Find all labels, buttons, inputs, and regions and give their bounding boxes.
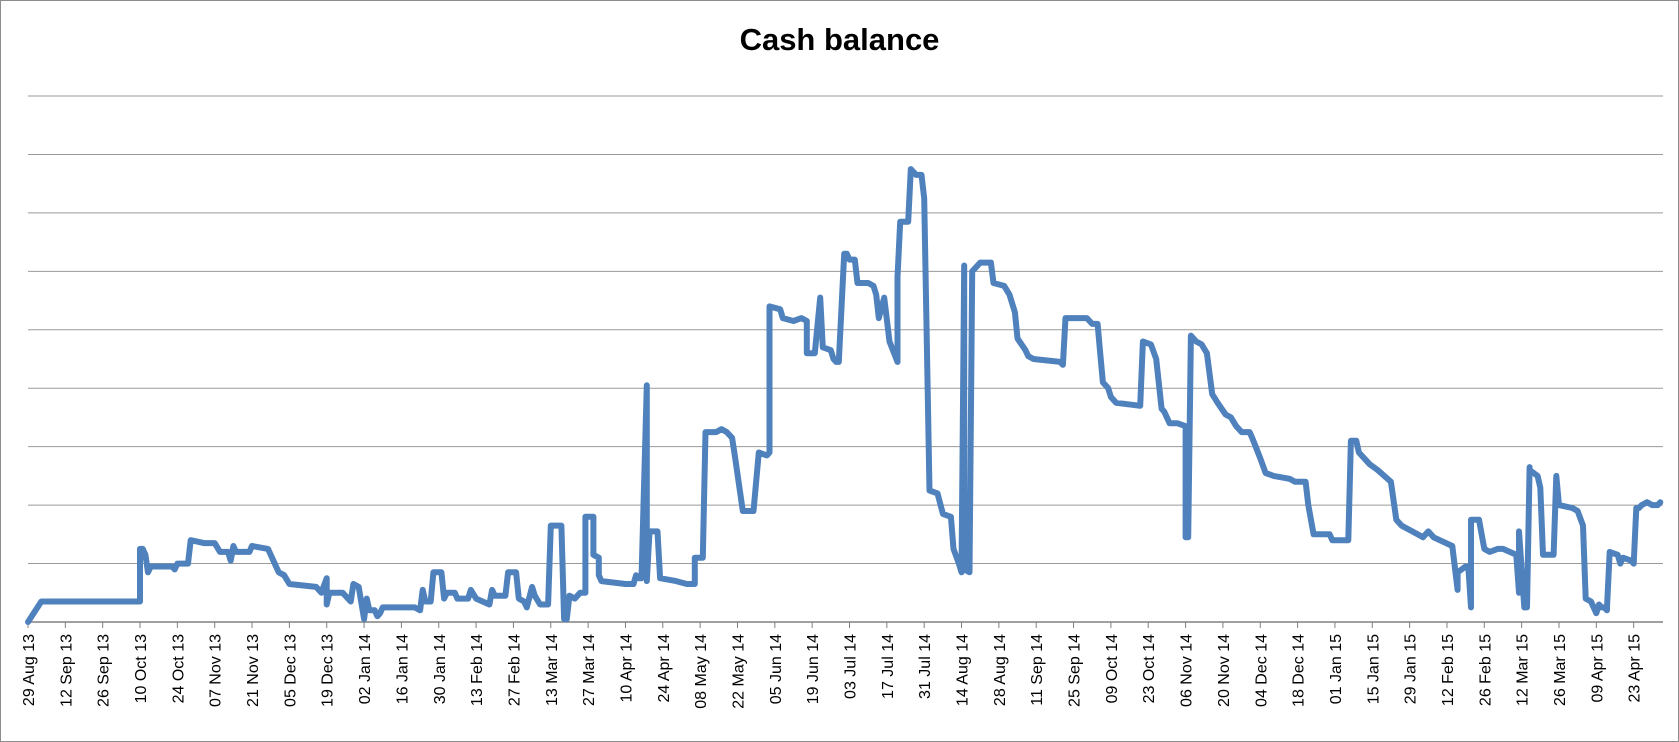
x-tick-label: 26 Sep 13 (96, 634, 113, 707)
x-tick-label: 27 Mar 14 (581, 634, 598, 706)
x-tick-label: 10 Oct 13 (133, 634, 150, 703)
x-tick-label: 17 Jul 14 (880, 634, 897, 699)
x-tick-label: 05 Jun 14 (768, 634, 785, 704)
x-tick-label: 04 Dec 14 (1253, 634, 1270, 707)
x-tick-label: 12 Mar 15 (1515, 634, 1532, 706)
x-tick-label: 24 Oct 13 (170, 634, 187, 703)
gridlines (28, 95, 1663, 623)
x-tick-label: 21 Nov 13 (245, 634, 262, 707)
x-tick-label: 06 Nov 14 (1179, 634, 1196, 707)
x-tick-label: 29 Jan 15 (1403, 634, 1420, 704)
x-tick-label: 12 Feb 15 (1440, 634, 1457, 706)
x-tick-label: 07 Nov 13 (208, 634, 225, 707)
x-tick-label: 16 Jan 14 (394, 634, 411, 704)
x-tick-label: 18 Dec 14 (1291, 634, 1308, 707)
x-tick-label: 26 Mar 15 (1552, 634, 1569, 706)
x-tick-label: 15 Jan 15 (1365, 634, 1382, 704)
x-tick-label: 09 Apr 15 (1589, 634, 1606, 703)
x-tick-label: 14 Aug 14 (955, 634, 972, 706)
x-tick-label: 09 Oct 14 (1104, 634, 1121, 703)
x-tick-label: 19 Dec 13 (320, 634, 337, 707)
x-tick-label: 23 Oct 14 (1141, 634, 1158, 703)
x-axis: 29 Aug 13 12 Sep 13 26 Sep 13 10 Oct 13 24 O… (21, 622, 1644, 709)
x-tick-label: 29 Aug 13 (21, 634, 38, 706)
x-tick-label: 24 Apr 14 (656, 634, 673, 703)
x-tick-label: 11 Sep 14 (1029, 634, 1046, 706)
x-tick-label: 13 Feb 14 (469, 634, 486, 706)
x-tick-label: 02 Jan 14 (357, 634, 374, 704)
x-tick-label: 26 Feb 15 (1477, 634, 1494, 706)
x-tick-label: 10 Apr 14 (618, 634, 635, 703)
x-tick-label: 19 Jun 14 (805, 634, 822, 704)
x-tick-label: 20 Nov 14 (1216, 634, 1233, 707)
chart-title: Cash balance (739, 22, 940, 57)
x-tick-label: 25 Sep 14 (1067, 634, 1084, 707)
x-tick-label: 22 May 14 (730, 634, 747, 709)
x-tick-label: 05 Dec 13 (282, 634, 299, 707)
x-tick-label: 03 Jul 14 (843, 634, 860, 699)
series-group (25, 166, 1664, 625)
x-tick-label: 12 Sep 13 (58, 634, 75, 707)
x-tick-label: 30 Jan 14 (432, 634, 449, 704)
x-tick-label: 08 May 14 (693, 634, 710, 709)
x-tick-label: 27 Feb 14 (506, 634, 523, 706)
x-tick-label: 31 Jul 14 (917, 634, 934, 699)
x-tick-label: 23 Apr 15 (1627, 634, 1644, 703)
x-tick-label: 28 Aug 14 (992, 634, 1009, 706)
series-line (25, 166, 1664, 625)
x-tick-label: 13 Mar 14 (544, 634, 561, 706)
x-tick-label: 01 Jan 15 (1328, 634, 1345, 704)
